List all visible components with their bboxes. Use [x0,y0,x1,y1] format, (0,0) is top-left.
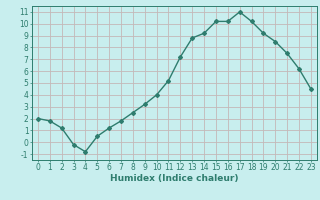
X-axis label: Humidex (Indice chaleur): Humidex (Indice chaleur) [110,174,239,183]
